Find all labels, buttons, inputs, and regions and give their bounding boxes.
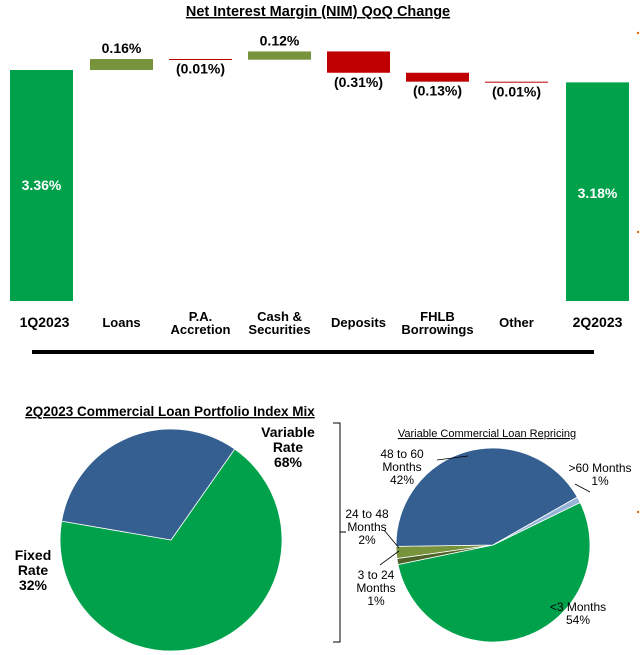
pie2-label-24to48-line: Months	[347, 520, 386, 534]
bar-p-a-accretion	[169, 59, 232, 60]
edge-dot-3	[636, 510, 640, 514]
pie2-slice-3-to-24-months	[396, 544, 494, 565]
bar-other	[485, 81, 548, 83]
pie2-label-48to60-line: 48 to 60	[380, 447, 424, 461]
bracket	[333, 422, 346, 643]
pie2-label-lt3: <3 Months 54%	[550, 600, 606, 627]
value-label-deposits: (0.31%)	[334, 74, 383, 90]
category-label-line: Securities	[248, 322, 310, 337]
pie2-label-48to60: 48 to 60 Months 42%	[380, 447, 424, 487]
pie1-slice-variable-rate	[59, 448, 283, 652]
pie1-label-fixed-rate-line: Fixed	[15, 547, 52, 563]
pie2-slice-60-months	[492, 496, 581, 546]
bar-1q2023	[10, 70, 73, 301]
category-label-line: Borrowings	[401, 322, 473, 337]
value-label-fhlb-borrowings: (0.13%)	[413, 83, 462, 99]
pie2-label-48to60-line: Months	[382, 460, 421, 474]
pie2-label-gt60-line: >60 Months	[568, 461, 631, 475]
category-label-line: Cash &	[257, 309, 302, 324]
category-label-line: FHLB	[420, 309, 455, 324]
pie2-slice-48-to-60-months	[395, 447, 578, 547]
pie2-label-gt60: >60 Months 1%	[568, 461, 631, 488]
pie1-label-variable-rate-line: Variable	[261, 424, 315, 440]
waterfall-title: Net Interest Margin (NIM) QoQ Change	[186, 4, 450, 20]
pie2-label-48to60-line: 42%	[390, 473, 414, 487]
pie2-label-lt3-line: <3 Months	[550, 600, 606, 614]
pie2-label-24to48-line: 24 to 48	[345, 507, 389, 521]
value-label-other: (0.01%)	[492, 83, 541, 99]
category-label-line: Accretion	[171, 322, 231, 337]
value-label-2q2023: 3.18%	[578, 185, 618, 201]
leader-48to60	[436, 455, 469, 461]
pie1-label-variable-rate-line: Rate	[273, 439, 304, 455]
pie2-label-gt60-line: 1%	[591, 474, 609, 488]
bar-2q2023	[566, 82, 629, 301]
pie2-label-3to24-line: Months	[356, 581, 395, 595]
category-label-cash-securities: Cash & Securities	[248, 309, 310, 337]
value-label-1q2023: 3.36%	[22, 177, 62, 193]
pie2-slice-24-to-48-months	[395, 544, 494, 559]
pie1-title: 2Q2023 Commercial Loan Portfolio Index M…	[25, 404, 315, 419]
category-label-fhlb-borrowings: FHLB Borrowings	[401, 309, 473, 337]
edge-dot-2	[636, 230, 640, 234]
edge-dot-1	[636, 31, 640, 35]
pie2-label-3to24-line: 3 to 24	[358, 568, 395, 582]
pie1-label-variable-rate: Variable Rate 68%	[261, 424, 315, 470]
value-label-loans: 0.16%	[102, 40, 142, 56]
category-label-other: Other	[499, 315, 534, 330]
nim-waterfall-chart: Net Interest Margin (NIM) QoQ Change 3.3…	[10, 4, 640, 354]
category-label-2q2023: 2Q2023	[573, 314, 623, 330]
bar-loans	[90, 59, 153, 70]
category-label-loans: Loans	[102, 315, 140, 330]
leader-gt60	[574, 483, 591, 493]
pie2-slice-3-months	[397, 501, 591, 643]
pie2-label-3to24: 3 to 24 Months 1%	[356, 568, 395, 608]
bar-deposits	[327, 51, 390, 73]
bar-cash-securities	[248, 51, 311, 60]
category-label-line: P.A.	[189, 309, 213, 324]
pie2-label-24to48: 24 to 48 Months 2%	[345, 507, 389, 547]
category-label-deposits: Deposits	[331, 315, 386, 330]
category-label-1q2023: 1Q2023	[20, 314, 70, 330]
pie1-label-fixed-rate-line: Rate	[18, 562, 49, 578]
bar-fhlb-borrowings	[406, 72, 469, 82]
value-label-cash-securities: 0.12%	[260, 32, 300, 48]
value-label-p-a-accretion: (0.01%)	[176, 61, 225, 77]
pie1-label-fixed-rate-line: 32%	[19, 577, 48, 593]
category-label-p-a-accretion: P.A. Accretion	[171, 309, 231, 337]
pie1-label-variable-rate-line: 68%	[274, 454, 303, 470]
leader-3to24	[379, 550, 400, 566]
pie1-label-fixed-rate: Fixed Rate 32%	[15, 547, 52, 593]
pie2-label-lt3-line: 54%	[566, 613, 590, 627]
pie2-title: Variable Commercial Loan Repricing	[398, 428, 576, 440]
leader-24to48	[383, 529, 400, 549]
pie2-label-24to48-line: 2%	[358, 533, 376, 547]
pie1-slice-fixed-rate	[61, 428, 236, 541]
pie2-label-3to24-line: 1%	[367, 594, 385, 608]
